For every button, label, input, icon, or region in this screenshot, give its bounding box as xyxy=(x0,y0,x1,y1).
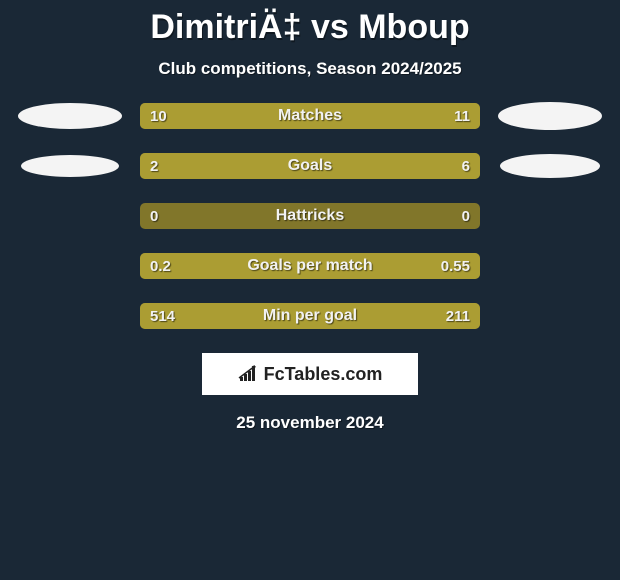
stat-row: 1011Matches xyxy=(0,101,620,131)
right-side xyxy=(480,251,620,281)
stat-label: Min per goal xyxy=(140,303,480,329)
page-subtitle: Club competitions, Season 2024/2025 xyxy=(0,59,620,79)
left-side xyxy=(0,151,140,181)
player-ellipse-left xyxy=(21,155,119,177)
player-ellipse-right xyxy=(500,154,600,178)
stat-bar: 0.20.55Goals per match xyxy=(140,253,480,279)
left-side xyxy=(0,251,140,281)
player-ellipse-right xyxy=(498,102,602,130)
right-side xyxy=(480,201,620,231)
source-logo: FcTables.com xyxy=(202,353,418,395)
stat-label: Matches xyxy=(140,103,480,129)
right-side xyxy=(480,101,620,131)
logo-wrap: FcTables.com xyxy=(0,353,620,395)
stat-label: Hattricks xyxy=(140,203,480,229)
stat-label: Goals xyxy=(140,153,480,179)
page-title: DimitriÄ‡ vs Mboup xyxy=(0,0,620,47)
stat-row: 514211Min per goal xyxy=(0,301,620,331)
stat-bar: 514211Min per goal xyxy=(140,303,480,329)
left-side xyxy=(0,301,140,331)
stats-container: 1011Matches 26Goals 00Hattricks 0.20.55Goal… xyxy=(0,101,620,331)
stat-bar: 00Hattricks xyxy=(140,203,480,229)
bar-chart-icon xyxy=(238,365,260,383)
player-ellipse-left xyxy=(18,103,122,129)
stat-bar: 26Goals xyxy=(140,153,480,179)
stat-row: 00Hattricks xyxy=(0,201,620,231)
right-side xyxy=(480,301,620,331)
stat-label: Goals per match xyxy=(140,253,480,279)
right-side xyxy=(480,151,620,181)
stat-bar: 1011Matches xyxy=(140,103,480,129)
logo-text: FcTables.com xyxy=(264,364,383,385)
left-side xyxy=(0,201,140,231)
date-text: 25 november 2024 xyxy=(0,413,620,433)
stat-row: 26Goals xyxy=(0,151,620,181)
left-side xyxy=(0,101,140,131)
stat-row: 0.20.55Goals per match xyxy=(0,251,620,281)
